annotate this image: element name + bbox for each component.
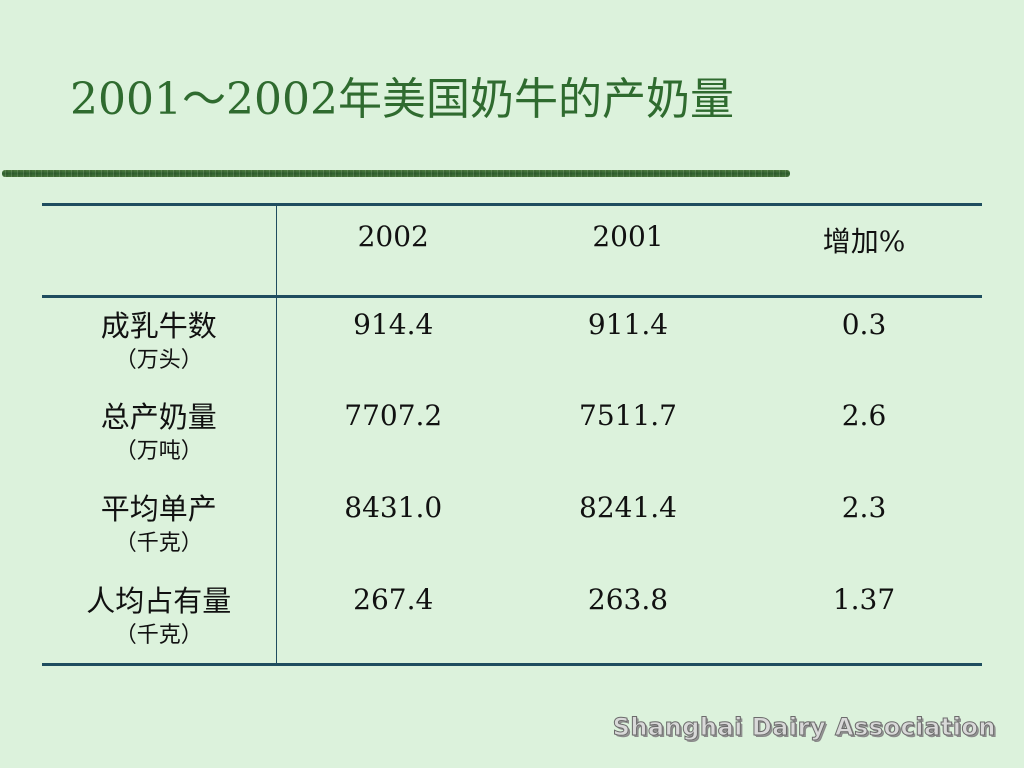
row-label-cell: 平均单产 （千克） (42, 480, 277, 573)
row-label: 成乳牛数 (100, 309, 217, 343)
milk-production-table: 2002 2001 增加% 成乳牛数 （万头） 914.4 911.4 0.3 … (42, 203, 982, 666)
row-label-cell: 总产奶量 （万吨） (42, 388, 277, 481)
value-2001: 8241.4 (579, 490, 677, 524)
value-2001: 7511.7 (579, 398, 677, 432)
association-watermark: Shanghai Dairy Association (612, 713, 996, 742)
row-unit: （千克） (114, 622, 203, 648)
row-unit: （千克） (114, 530, 203, 556)
table-row: 平均单产 （千克） 8431.0 8241.4 2.3 (42, 480, 982, 573)
table-row: 总产奶量 （万吨） 7707.2 7511.7 2.6 (42, 388, 982, 481)
row-unit: （万吨） (114, 438, 203, 464)
value-2002: 267.4 (276, 572, 510, 666)
header-increase: 增加% (746, 203, 982, 298)
table-row: 成乳牛数 （万头） 914.4 911.4 0.3 (42, 296, 982, 389)
row-label: 总产奶量 (100, 399, 217, 434)
table-body: 成乳牛数 （万头） 914.4 911.4 0.3 总产奶量 （万吨） 7707… (42, 296, 982, 666)
value-2001: 911.4 (587, 308, 669, 341)
header-2002: 2002 (276, 203, 510, 298)
slide-title: 2001～2002年美国奶牛的产奶量 (70, 74, 734, 125)
header-label-column (42, 203, 277, 298)
value-2002: 7707.2 (344, 398, 443, 432)
table-row: 人均占有量 （千克） 267.4 263.8 1.37 (42, 572, 982, 666)
header-2001: 2001 (510, 203, 746, 298)
value-2002: 8431.0 (344, 490, 443, 524)
row-label: 人均占有量 (86, 583, 232, 618)
row-unit: （万头） (114, 348, 203, 373)
value-2002: 914.4 (353, 308, 434, 341)
row-label-cell: 人均占有量 （千克） (42, 572, 277, 666)
value-increase: 1.37 (746, 572, 982, 666)
title-underline-rule (2, 170, 790, 177)
row-label: 平均单产 (100, 491, 217, 526)
header-row: 2002 2001 增加% (42, 203, 982, 298)
value-increase: 2.3 (841, 490, 887, 524)
value-2001: 263.8 (510, 572, 746, 666)
table-header: 2002 2001 增加% (42, 203, 982, 298)
value-increase: 0.3 (841, 308, 887, 341)
row-label-cell: 成乳牛数 （万头） (42, 296, 277, 389)
value-increase: 2.6 (841, 398, 887, 432)
